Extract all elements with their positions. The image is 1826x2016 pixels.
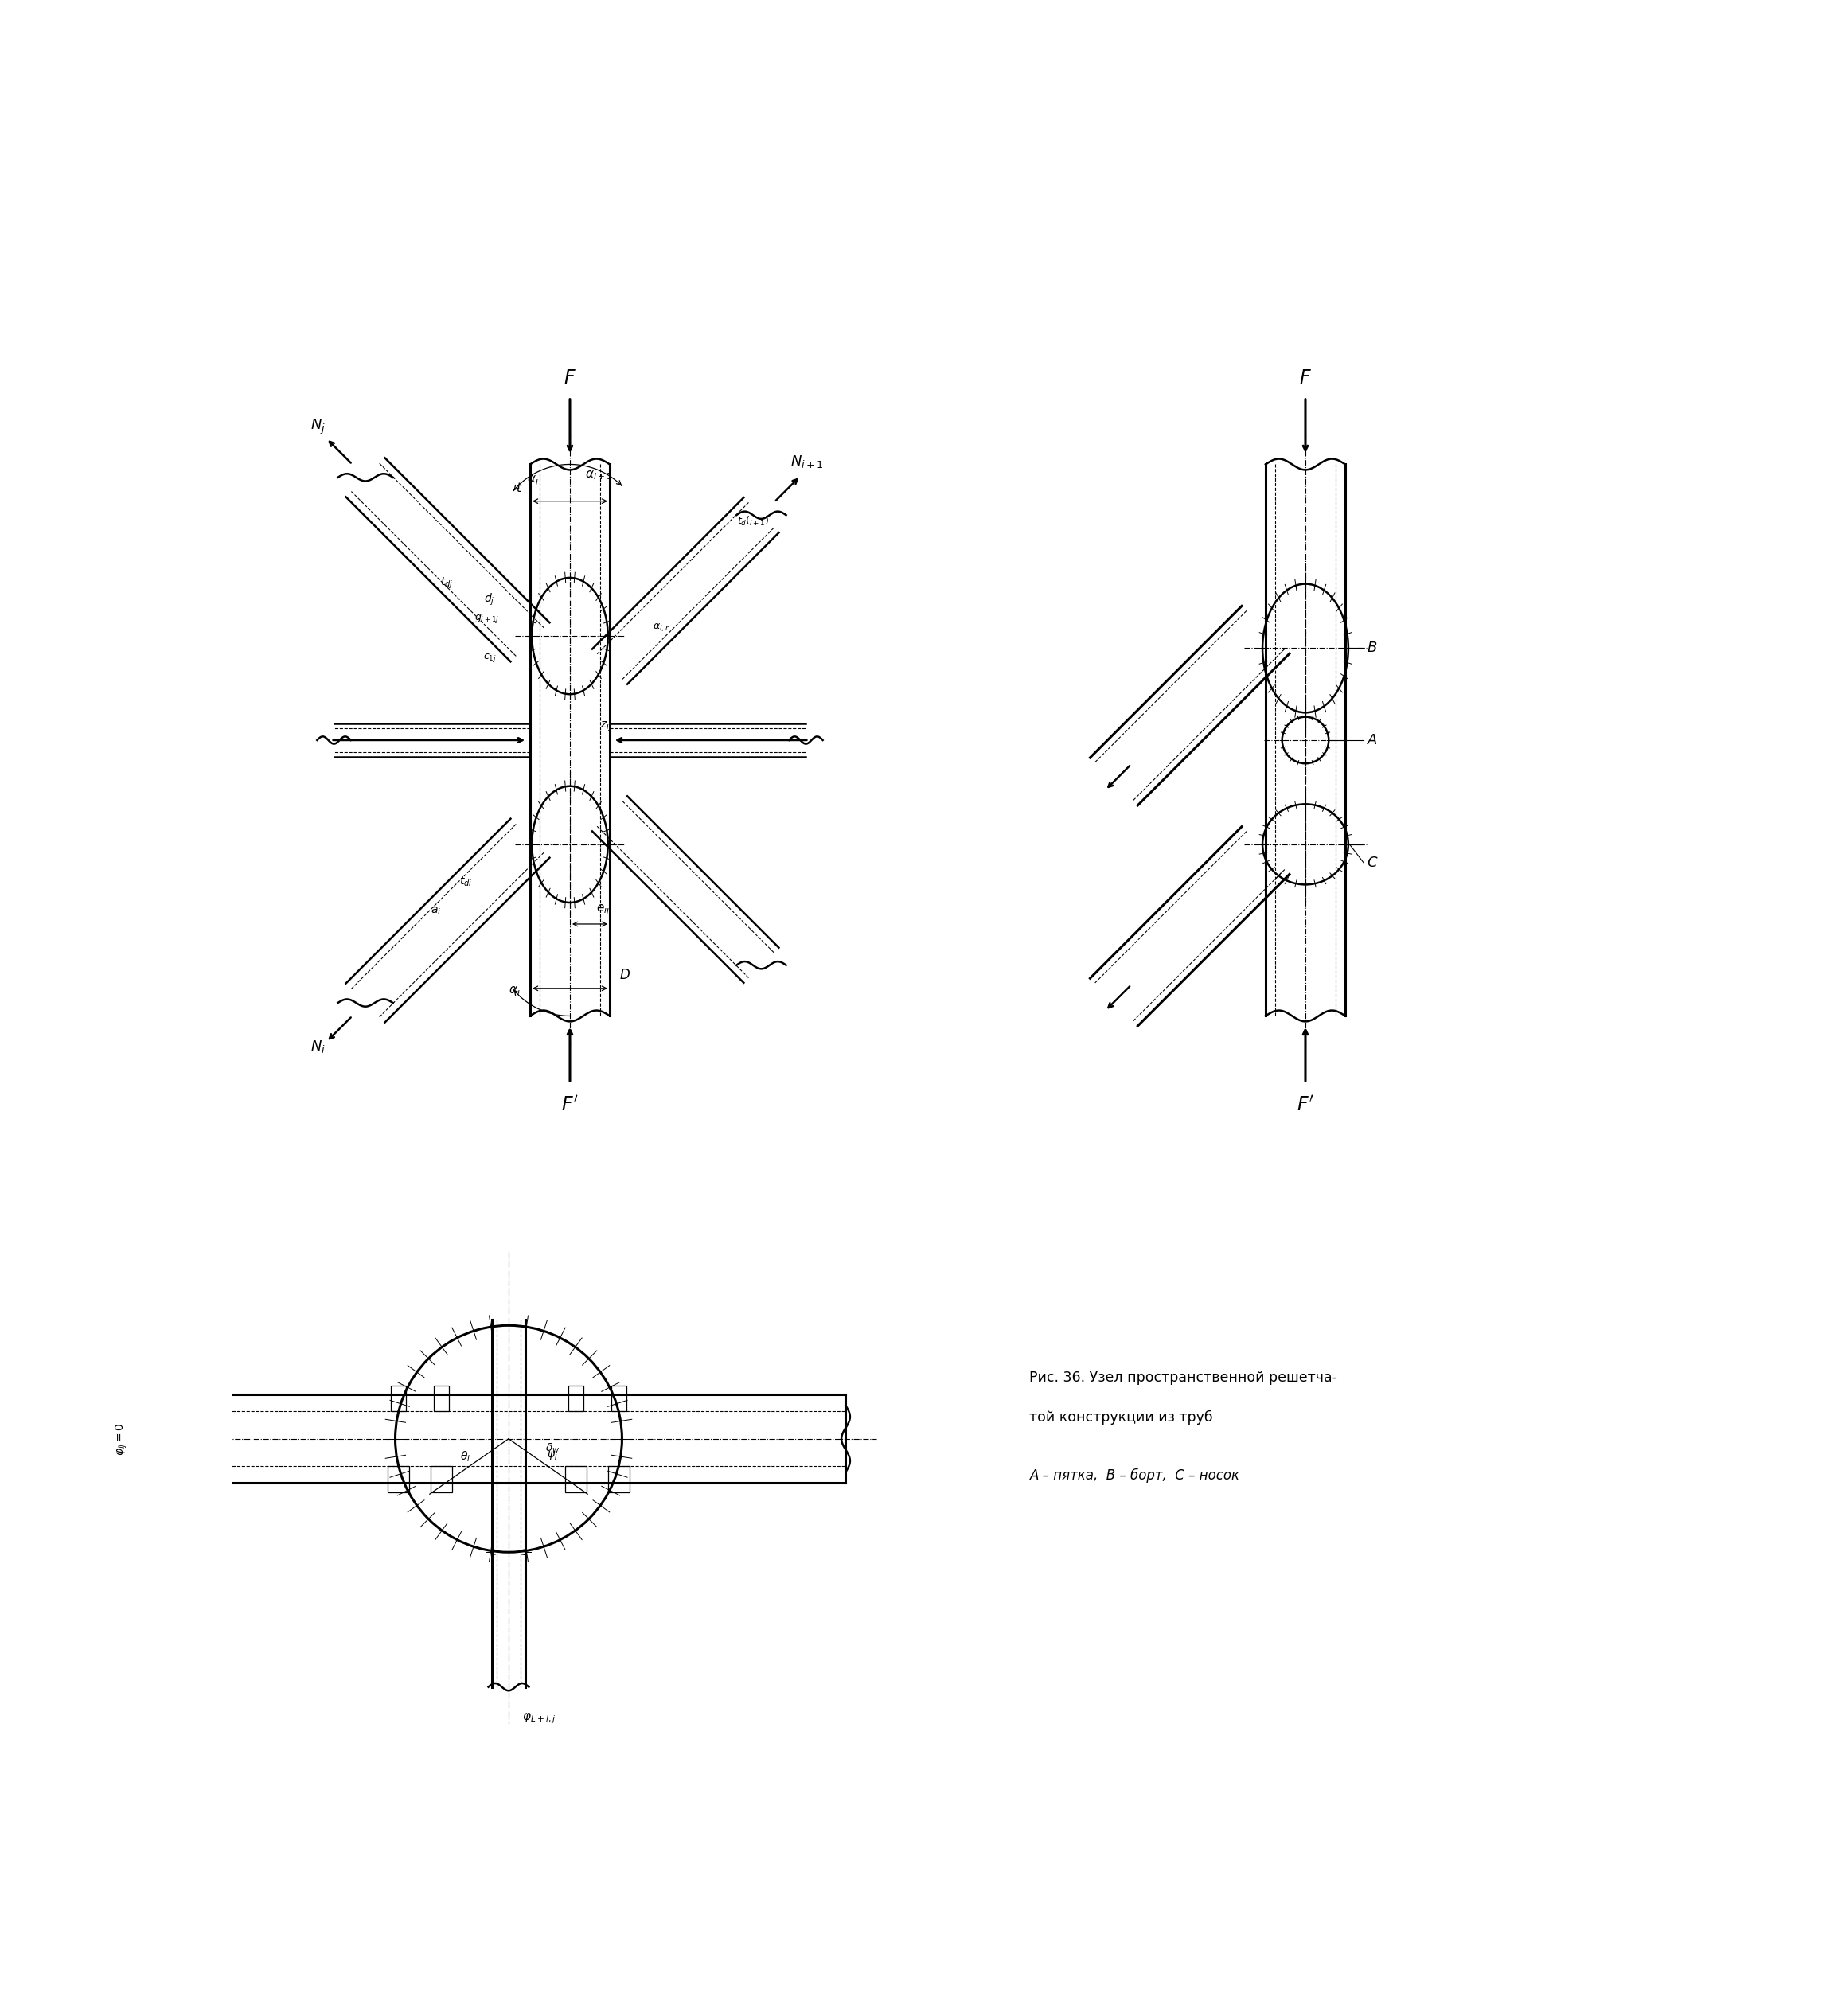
Text: $D$: $D$ xyxy=(619,968,630,982)
Text: $\alpha_i$: $\alpha_i$ xyxy=(509,986,520,998)
Text: $\varphi_{L+l,j}$: $\varphi_{L+l,j}$ xyxy=(522,1712,557,1726)
Text: $N_i$: $N_i$ xyxy=(310,1038,325,1054)
Text: $t_{di}$: $t_{di}$ xyxy=(458,875,471,889)
Text: $c_{1j}$: $c_{1j}$ xyxy=(482,651,497,663)
Bar xyxy=(387,1466,409,1492)
Text: $t_{dj}$: $t_{dj}$ xyxy=(440,577,453,591)
Text: $\alpha_{i+1}$: $\alpha_{i+1}$ xyxy=(586,470,612,482)
Text: $\varphi_{ij}=0$: $\varphi_{ij}=0$ xyxy=(113,1421,128,1456)
Bar xyxy=(568,1385,584,1411)
Text: $A$: $A$ xyxy=(1366,734,1379,748)
Text: t: t xyxy=(517,482,520,494)
Text: $\delta_w$: $\delta_w$ xyxy=(546,1441,561,1456)
Text: той конструкции из труб: той конструкции из труб xyxy=(1030,1409,1212,1425)
Bar xyxy=(566,1466,586,1492)
Text: $N_{i+1}$: $N_{i+1}$ xyxy=(791,454,824,470)
Text: $B$: $B$ xyxy=(1366,641,1377,655)
Bar xyxy=(612,1385,626,1411)
Text: $F$: $F$ xyxy=(564,369,577,387)
Text: $z_{ij}$: $z_{ij}$ xyxy=(601,720,612,734)
Bar xyxy=(433,1385,449,1411)
Text: $g_{i+1j}$: $g_{i+1j}$ xyxy=(475,613,498,625)
Text: $\alpha_{i,r}$: $\alpha_{i,r}$ xyxy=(652,623,670,633)
Text: $e_{ij}$: $e_{ij}$ xyxy=(595,903,610,917)
Text: $a_i$: $a_i$ xyxy=(431,905,440,917)
Text: $\alpha_j$: $\alpha_j$ xyxy=(528,474,539,488)
Bar xyxy=(608,1466,630,1492)
Text: $N_j$: $N_j$ xyxy=(310,417,325,435)
Text: $\theta_i$: $\theta_i$ xyxy=(460,1450,471,1464)
Bar xyxy=(431,1466,451,1492)
Text: Рис. 36. Узел пространственной решетча-: Рис. 36. Узел пространственной решетча- xyxy=(1030,1371,1338,1385)
Text: A – пятка,  B – борт,  C – носок: A – пятка, B – борт, C – носок xyxy=(1030,1468,1240,1484)
Text: $F'$: $F'$ xyxy=(561,1095,579,1115)
Text: $F$: $F$ xyxy=(1298,369,1311,387)
Text: $d_j$: $d_j$ xyxy=(484,593,495,607)
Text: $t_d(_{i+1})$: $t_d(_{i+1})$ xyxy=(736,514,769,528)
Text: $\psi_j$: $\psi_j$ xyxy=(548,1450,559,1464)
Text: $F'$: $F'$ xyxy=(1296,1095,1315,1115)
Text: $C$: $C$ xyxy=(1366,855,1379,869)
Bar xyxy=(391,1385,405,1411)
